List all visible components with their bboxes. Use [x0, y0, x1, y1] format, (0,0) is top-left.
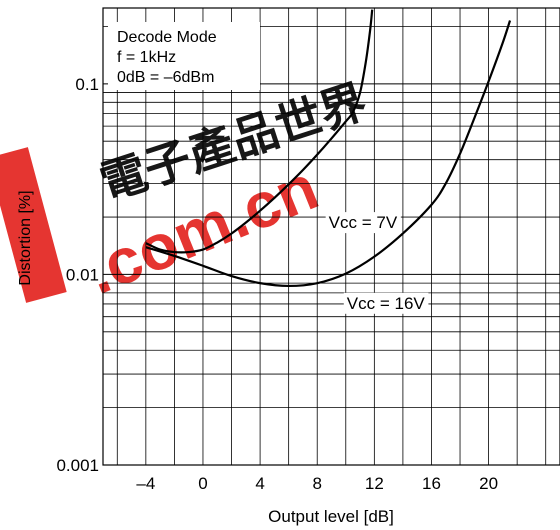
annotation-line-3: 0dB = –6dBm — [117, 69, 214, 86]
x-ticks: –4 0 4 8 12 16 20 — [136, 474, 498, 493]
series-label-background — [325, 212, 401, 234]
annotation: Decode Mode f = 1kHz 0dB = –6dBm — [108, 22, 260, 90]
x-tick-label: 8 — [312, 474, 321, 493]
series-label-vcc-7v: Vcc = 7V — [329, 213, 398, 232]
y-tick-label: 0.1 — [75, 75, 99, 94]
y-tick-label: 0.001 — [56, 456, 99, 475]
x-tick-label: 16 — [422, 474, 441, 493]
annotation-line-2: f = 1kHz — [117, 49, 176, 66]
x-tick-label: 20 — [479, 474, 498, 493]
x-tick-label: 4 — [255, 474, 264, 493]
x-axis-label: Output level [dB] — [268, 507, 394, 526]
series-label-background — [343, 292, 429, 314]
watermark-logo — [0, 147, 67, 303]
series-line-vcc-7v — [145, 9, 374, 254]
series-label-vcc-16v: Vcc = 16V — [347, 294, 426, 313]
y-tick-label: 0.01 — [66, 265, 99, 284]
plot-frame — [102, 7, 560, 466]
annotation-background — [108, 22, 260, 90]
y-axis-label: Distortion [%] — [17, 190, 34, 285]
y-ticks: 0.001 0.01 0.1 — [56, 75, 99, 475]
x-tick-label: –4 — [136, 474, 155, 493]
x-tick-label: 12 — [365, 474, 384, 493]
x-tick-label: 0 — [198, 474, 207, 493]
series-line-vcc-16v — [145, 20, 512, 288]
series: Vcc = 7V Vcc = 16V — [145, 9, 512, 314]
annotation-line-1: Decode Mode — [117, 29, 217, 46]
